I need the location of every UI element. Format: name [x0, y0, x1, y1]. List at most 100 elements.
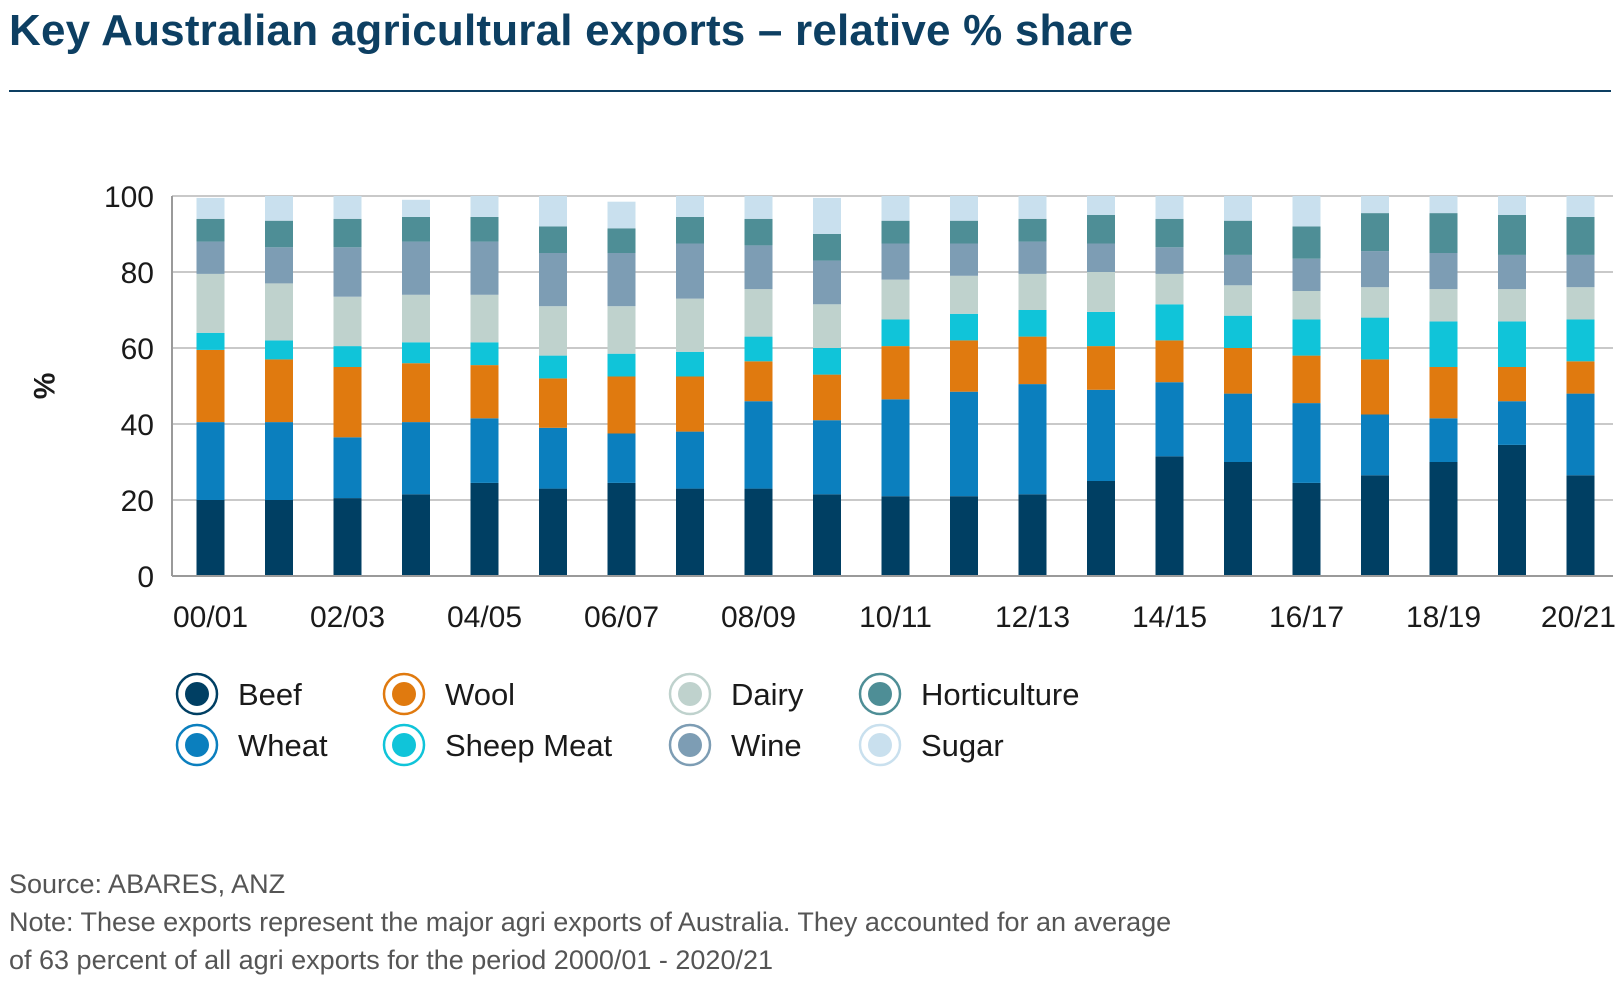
bar-segment-wine	[196, 241, 225, 274]
bar-segment-wheat	[402, 422, 430, 495]
bar-segment-dairy	[1498, 289, 1526, 322]
x-tick-label: 12/13	[995, 601, 1070, 634]
bar-stack-20-21	[1566, 196, 1595, 576]
legend-item-beef: Beef	[175, 672, 302, 716]
bar-segment-sugar	[950, 196, 978, 221]
bar-segment-dairy	[1155, 273, 1184, 305]
y-tick-label: 100	[104, 181, 154, 214]
bar-segment-wool	[1292, 355, 1321, 404]
bar-segment-sugar	[1429, 196, 1458, 214]
x-tick-label: 00/01	[173, 601, 248, 634]
bar-segment-wine	[1361, 251, 1389, 288]
bar-segment-wool	[1566, 361, 1595, 394]
bar-segment-wool	[1498, 367, 1526, 402]
legend-marker-dot	[868, 733, 892, 757]
bar-segment-dairy	[265, 283, 293, 341]
bar-segment-dairy	[402, 294, 430, 343]
bar-segment-wine	[1155, 247, 1184, 274]
legend-label-sugar: Sugar	[921, 728, 1004, 763]
bar-segment-wool	[1087, 346, 1115, 390]
bar-stack-12-13	[1018, 196, 1047, 576]
bar-segment-wool	[196, 349, 225, 423]
bar-segment-beef	[333, 498, 362, 576]
bar-segment-wheat	[1155, 382, 1184, 457]
bar-stack-11-12	[950, 196, 978, 576]
bar-segment-dairy	[607, 306, 636, 354]
x-tick-label: 10/11	[859, 601, 932, 634]
bar-segment-sheep-meat	[1498, 321, 1526, 367]
bar-segment-wool	[1155, 340, 1184, 383]
bar-segment-sheep-meat	[881, 319, 910, 347]
legend-label-wine: Wine	[731, 728, 802, 763]
bar-segment-wine	[676, 243, 704, 299]
bar-segment-sugar	[1155, 196, 1184, 219]
bar-stack-04-05	[470, 196, 499, 576]
bar-segment-sheep-meat	[333, 346, 362, 367]
bar-segment-dairy	[1361, 287, 1389, 318]
bar-segment-sheep-meat	[1292, 319, 1321, 356]
bar-segment-dairy	[539, 306, 567, 356]
x-tick-label: 16/17	[1269, 601, 1344, 634]
bar-segment-dairy	[1566, 287, 1595, 320]
bar-segment-sheep-meat	[950, 313, 978, 341]
bar-segment-beef	[676, 488, 704, 576]
bar-segment-wheat	[1429, 418, 1458, 462]
bar-segment-sugar	[1018, 196, 1047, 219]
bar-segment-wine	[333, 247, 362, 297]
bar-stack-14-15	[1155, 196, 1184, 576]
note-line-2: of 63 percent of all agri exports for th…	[9, 945, 774, 975]
bar-segment-wool	[1018, 336, 1047, 385]
note-line-1: Note: These exports represent the major …	[9, 907, 1172, 937]
bar-segment-sugar	[676, 196, 704, 217]
y-tick-label: 20	[121, 485, 154, 518]
bar-segment-wheat	[1224, 393, 1252, 462]
bar-segment-horticulture	[607, 228, 636, 253]
bar-segment-sugar	[744, 196, 773, 219]
bar-segment-dairy	[470, 294, 499, 343]
bar-segment-sheep-meat	[402, 342, 430, 364]
bar-segment-beef	[402, 494, 430, 576]
bar-stacks	[196, 196, 1595, 576]
bar-segment-wine	[1498, 254, 1526, 290]
bar-segment-sugar	[1087, 196, 1115, 215]
bar-segment-sheep-meat	[744, 336, 773, 362]
legend-item-wool: Wool	[382, 672, 515, 716]
bar-segment-wool	[881, 346, 910, 400]
bar-segment-dairy	[1224, 285, 1252, 316]
bar-segment-wheat	[539, 427, 567, 489]
bar-segment-beef	[813, 494, 841, 576]
bar-segment-dairy	[1087, 272, 1115, 312]
x-tick-label: 14/15	[1132, 601, 1207, 634]
bar-segment-horticulture	[744, 218, 773, 246]
bar-stack-10-11	[881, 196, 910, 576]
bar-segment-sheep-meat	[1429, 321, 1458, 367]
bar-segment-dairy	[676, 298, 704, 352]
bar-segment-beef	[196, 500, 225, 576]
bar-segment-sugar	[196, 197, 225, 219]
bar-segment-sheep-meat	[1018, 310, 1047, 337]
bar-segment-wheat	[1018, 384, 1047, 495]
bar-stack-16-17	[1292, 196, 1321, 576]
legend-item-sugar: Sugar	[858, 723, 1004, 767]
bar-segment-wheat	[744, 401, 773, 489]
bar-segment-wheat	[1292, 403, 1321, 483]
bar-segment-wine	[1292, 258, 1321, 291]
bar-segment-sheep-meat	[1566, 319, 1595, 362]
bar-segment-wine	[539, 253, 567, 307]
bar-segment-wool	[607, 376, 636, 434]
bar-segment-wool	[744, 361, 773, 402]
bar-segment-beef	[1566, 475, 1595, 576]
x-tick-label: 02/03	[310, 601, 385, 634]
legend-marker-dot	[185, 682, 209, 706]
legend-marker-dot	[392, 733, 416, 757]
bar-segment-wine	[1224, 254, 1252, 286]
bar-segment-wheat	[1498, 401, 1526, 445]
bar-segment-sugar	[881, 196, 910, 221]
y-tick-label: 60	[121, 333, 154, 366]
bar-segment-horticulture	[1292, 226, 1321, 259]
bar-segment-wool	[539, 378, 567, 428]
bar-segment-wheat	[1566, 393, 1595, 476]
bar-segment-beef	[539, 488, 567, 576]
bar-segment-wheat	[196, 422, 225, 500]
bar-segment-beef	[1429, 462, 1458, 576]
